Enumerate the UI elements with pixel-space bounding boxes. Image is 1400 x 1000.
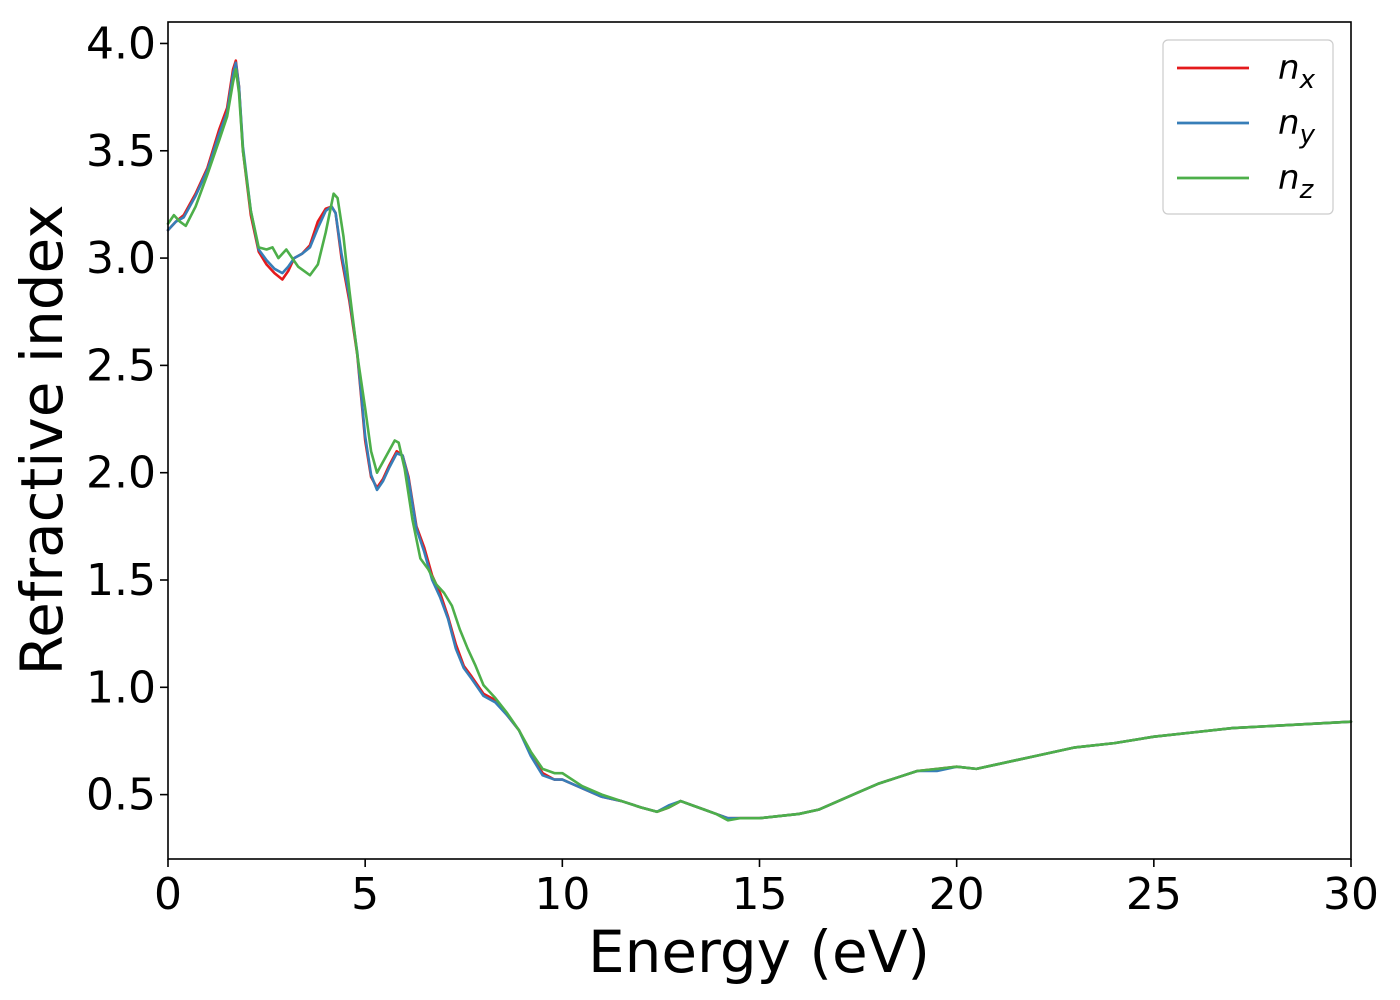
x-tick-label: 20 <box>929 869 985 920</box>
y-tick-label: 1.0 <box>86 662 156 713</box>
legend-label-subscript: z <box>1299 175 1315 205</box>
legend-box <box>1162 39 1334 215</box>
x-tick-label: 5 <box>351 869 379 920</box>
series-line-nz <box>166 67 1353 822</box>
x-tick-label: 15 <box>732 869 788 920</box>
y-tick-label: 3.5 <box>86 126 156 177</box>
x-tick-label: 30 <box>1323 869 1379 920</box>
series-layer <box>166 59 1353 822</box>
x-axis: 0 5 10 15 20 25 30 <box>154 859 1379 920</box>
y-tick-label: 4.0 <box>86 18 156 69</box>
legend-label-base: n <box>1278 48 1300 88</box>
legend-label-subscript: y <box>1299 120 1316 150</box>
y-axis: 0.5 1.0 1.5 2.0 2.5 3.0 3.5 4.0 <box>86 18 168 821</box>
y-axis-label: Refractive index <box>8 204 76 675</box>
y-tick-label: 1.5 <box>86 555 156 606</box>
legend-label-base: n <box>1278 103 1300 143</box>
legend-label-base: n <box>1278 158 1300 198</box>
x-tick-label: 10 <box>534 869 590 920</box>
y-tick-label: 3.0 <box>86 233 156 284</box>
legend-label-nx: nx <box>1278 48 1316 95</box>
y-tick-label: 2.0 <box>86 448 156 499</box>
x-tick-label: 0 <box>154 869 182 920</box>
legend-label-ny: ny <box>1278 103 1316 150</box>
x-axis-label: Energy (eV) <box>588 918 930 986</box>
y-tick-label: 0.5 <box>86 770 156 821</box>
x-tick-label: 25 <box>1126 869 1182 920</box>
legend-label-subscript: x <box>1299 65 1316 95</box>
y-tick-label: 2.5 <box>86 340 156 391</box>
legend-label-nz: nz <box>1278 158 1315 205</box>
